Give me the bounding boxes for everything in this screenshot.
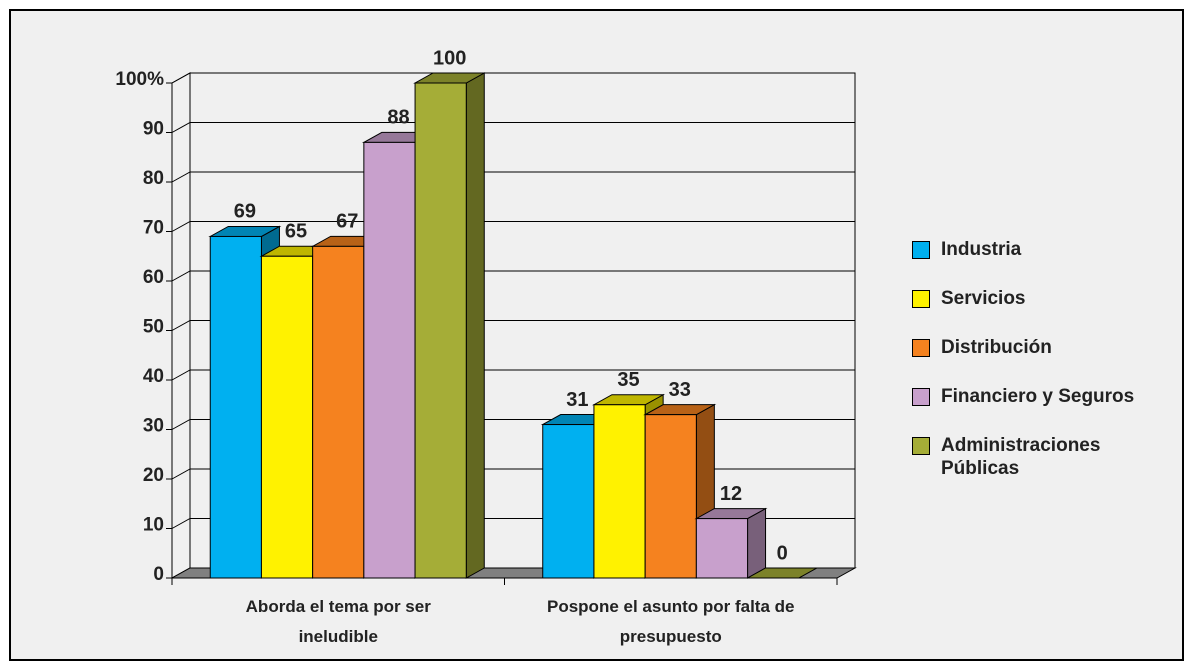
value-label: 88 bbox=[387, 107, 409, 129]
bar-side bbox=[465, 72, 485, 579]
y-tick-label: 0 bbox=[153, 564, 164, 585]
legend-label: Industria bbox=[941, 239, 1022, 260]
y-tick-label: 80 bbox=[143, 168, 164, 189]
grid-line bbox=[171, 369, 855, 381]
value-label: 67 bbox=[336, 211, 358, 233]
bar bbox=[312, 245, 365, 579]
bar bbox=[593, 404, 646, 579]
legend-item: Administraciones Públicas bbox=[912, 434, 1176, 480]
y-tick-label: 50 bbox=[143, 317, 164, 338]
bar bbox=[363, 141, 416, 579]
y-tick-label: 20 bbox=[143, 465, 164, 486]
bar-top bbox=[745, 567, 819, 579]
value-label: 65 bbox=[285, 221, 307, 243]
y-tick-label: 30 bbox=[143, 416, 164, 437]
value-label: 0 bbox=[777, 542, 788, 564]
bar bbox=[209, 235, 262, 579]
y-tick-label: 60 bbox=[143, 267, 164, 288]
bar bbox=[695, 518, 749, 579]
y-tick-label: 40 bbox=[143, 366, 164, 387]
y-tick-label: 10 bbox=[143, 515, 164, 536]
grid-line bbox=[171, 72, 855, 84]
legend-label: Financiero y Seguros bbox=[941, 386, 1135, 407]
grid-line bbox=[171, 171, 855, 183]
legend-item: Financiero y Seguros bbox=[912, 385, 1176, 408]
legend-item: Industria bbox=[912, 238, 1176, 261]
value-label: 31 bbox=[566, 389, 588, 411]
value-label: 35 bbox=[617, 369, 639, 391]
legend-swatch bbox=[912, 437, 930, 455]
grid-line bbox=[171, 320, 855, 331]
grid-line bbox=[171, 270, 855, 282]
legend-swatch bbox=[912, 339, 930, 357]
value-label: 33 bbox=[669, 379, 691, 401]
value-label: 69 bbox=[234, 201, 256, 223]
value-label: 100 bbox=[433, 47, 466, 69]
y-tick-label: 70 bbox=[143, 218, 164, 239]
legend-item: Distribución bbox=[912, 336, 1176, 359]
legend-swatch bbox=[912, 241, 930, 259]
legend-label: Distribución bbox=[941, 337, 1052, 358]
x-tick-label: Pospone el asunto por falta de presupues… bbox=[547, 597, 795, 646]
legend-label: Servicios bbox=[941, 288, 1026, 309]
legend-swatch bbox=[912, 388, 930, 406]
value-label: 12 bbox=[720, 483, 742, 505]
grid-line bbox=[171, 221, 855, 232]
legend-swatch bbox=[912, 290, 930, 308]
y-tick-label: 100% bbox=[115, 69, 164, 90]
bar bbox=[414, 82, 467, 579]
grid-line bbox=[171, 122, 855, 133]
bar bbox=[644, 414, 697, 579]
x-tick-label: Aborda el tema por ser ineludible bbox=[245, 597, 431, 646]
bar bbox=[542, 424, 595, 579]
bar-side bbox=[747, 507, 767, 579]
y-tick-label: 90 bbox=[143, 119, 164, 140]
legend-label: Administraciones Públicas bbox=[941, 435, 1101, 479]
bar bbox=[260, 255, 314, 579]
legend-item: Servicios bbox=[912, 287, 1176, 310]
